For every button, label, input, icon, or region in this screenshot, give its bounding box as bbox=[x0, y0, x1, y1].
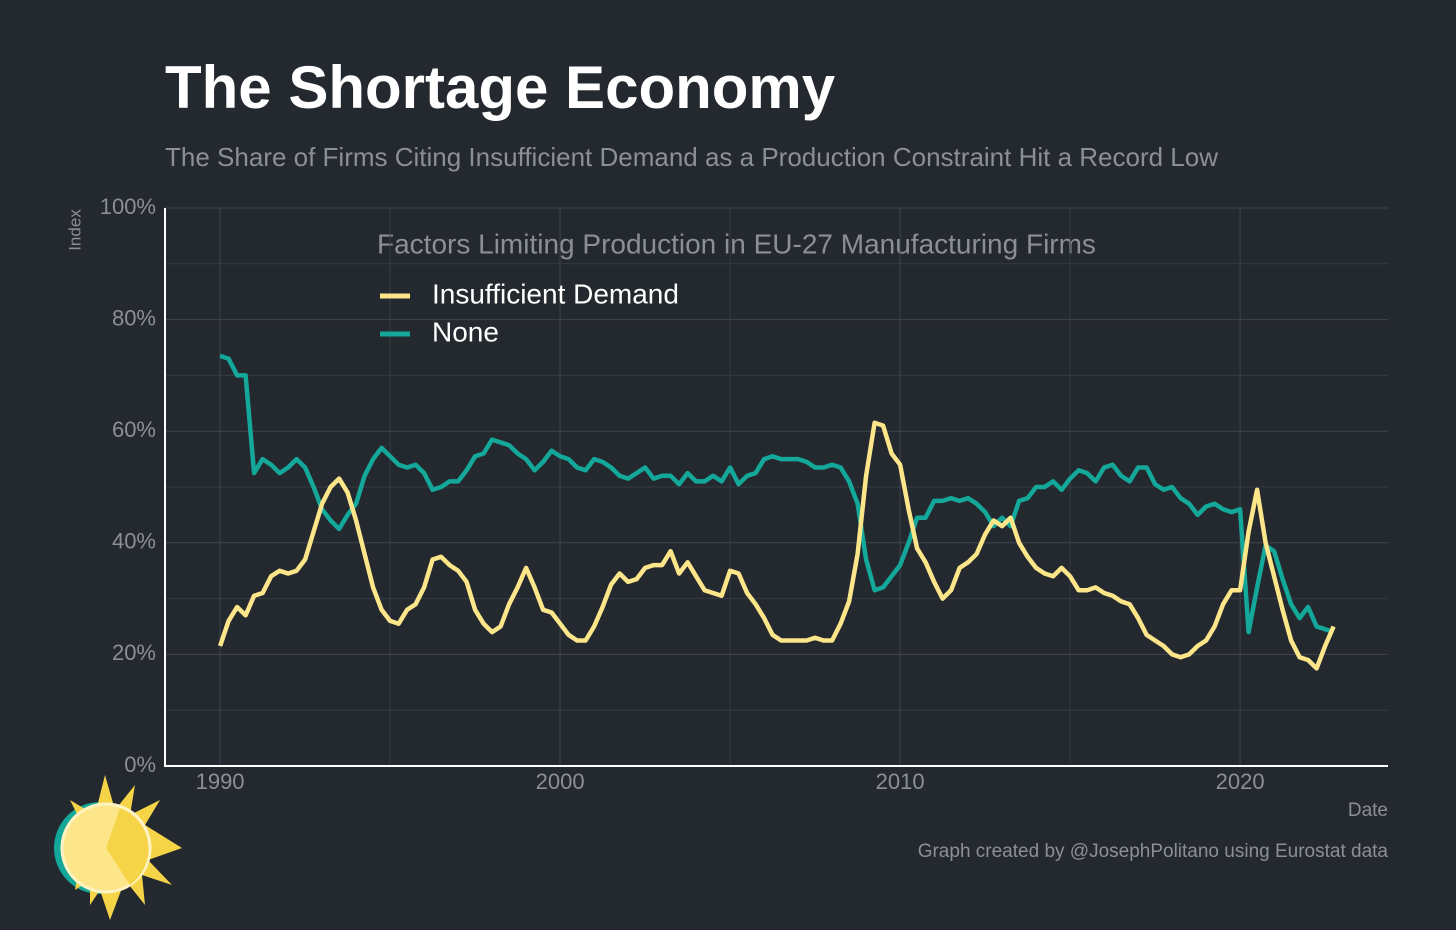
legend-label: None bbox=[432, 316, 499, 347]
y-tick-label: 40% bbox=[112, 529, 156, 554]
series-line bbox=[217, 420, 1336, 671]
chart-title: The Shortage Economy bbox=[165, 54, 836, 121]
x-axis-label: Date bbox=[1348, 800, 1388, 821]
y-tick-label: 60% bbox=[112, 417, 156, 442]
legend-title: Factors Limiting Production in EU-27 Man… bbox=[377, 228, 1096, 259]
y-axis-label: Index bbox=[65, 209, 84, 251]
logo-shade bbox=[106, 808, 149, 885]
x-tick-label: 2020 bbox=[1216, 769, 1265, 794]
x-tick-label: 2010 bbox=[876, 769, 925, 794]
caption: Graph created by @JosephPolitano using E… bbox=[918, 841, 1389, 862]
y-tick-label: 20% bbox=[112, 640, 156, 665]
legend-label: Insufficient Demand bbox=[432, 278, 679, 309]
y-tick-label: 100% bbox=[100, 194, 156, 219]
logo bbox=[54, 775, 182, 920]
series-line bbox=[219, 353, 1335, 635]
chart-subtitle: The Share of Firms Citing Insufficient D… bbox=[165, 142, 1218, 172]
x-tick-label: 2000 bbox=[536, 769, 585, 794]
y-tick-label: 80% bbox=[112, 305, 156, 330]
x-tick-label: 1990 bbox=[196, 769, 245, 794]
y-tick-label: 0% bbox=[124, 752, 156, 777]
